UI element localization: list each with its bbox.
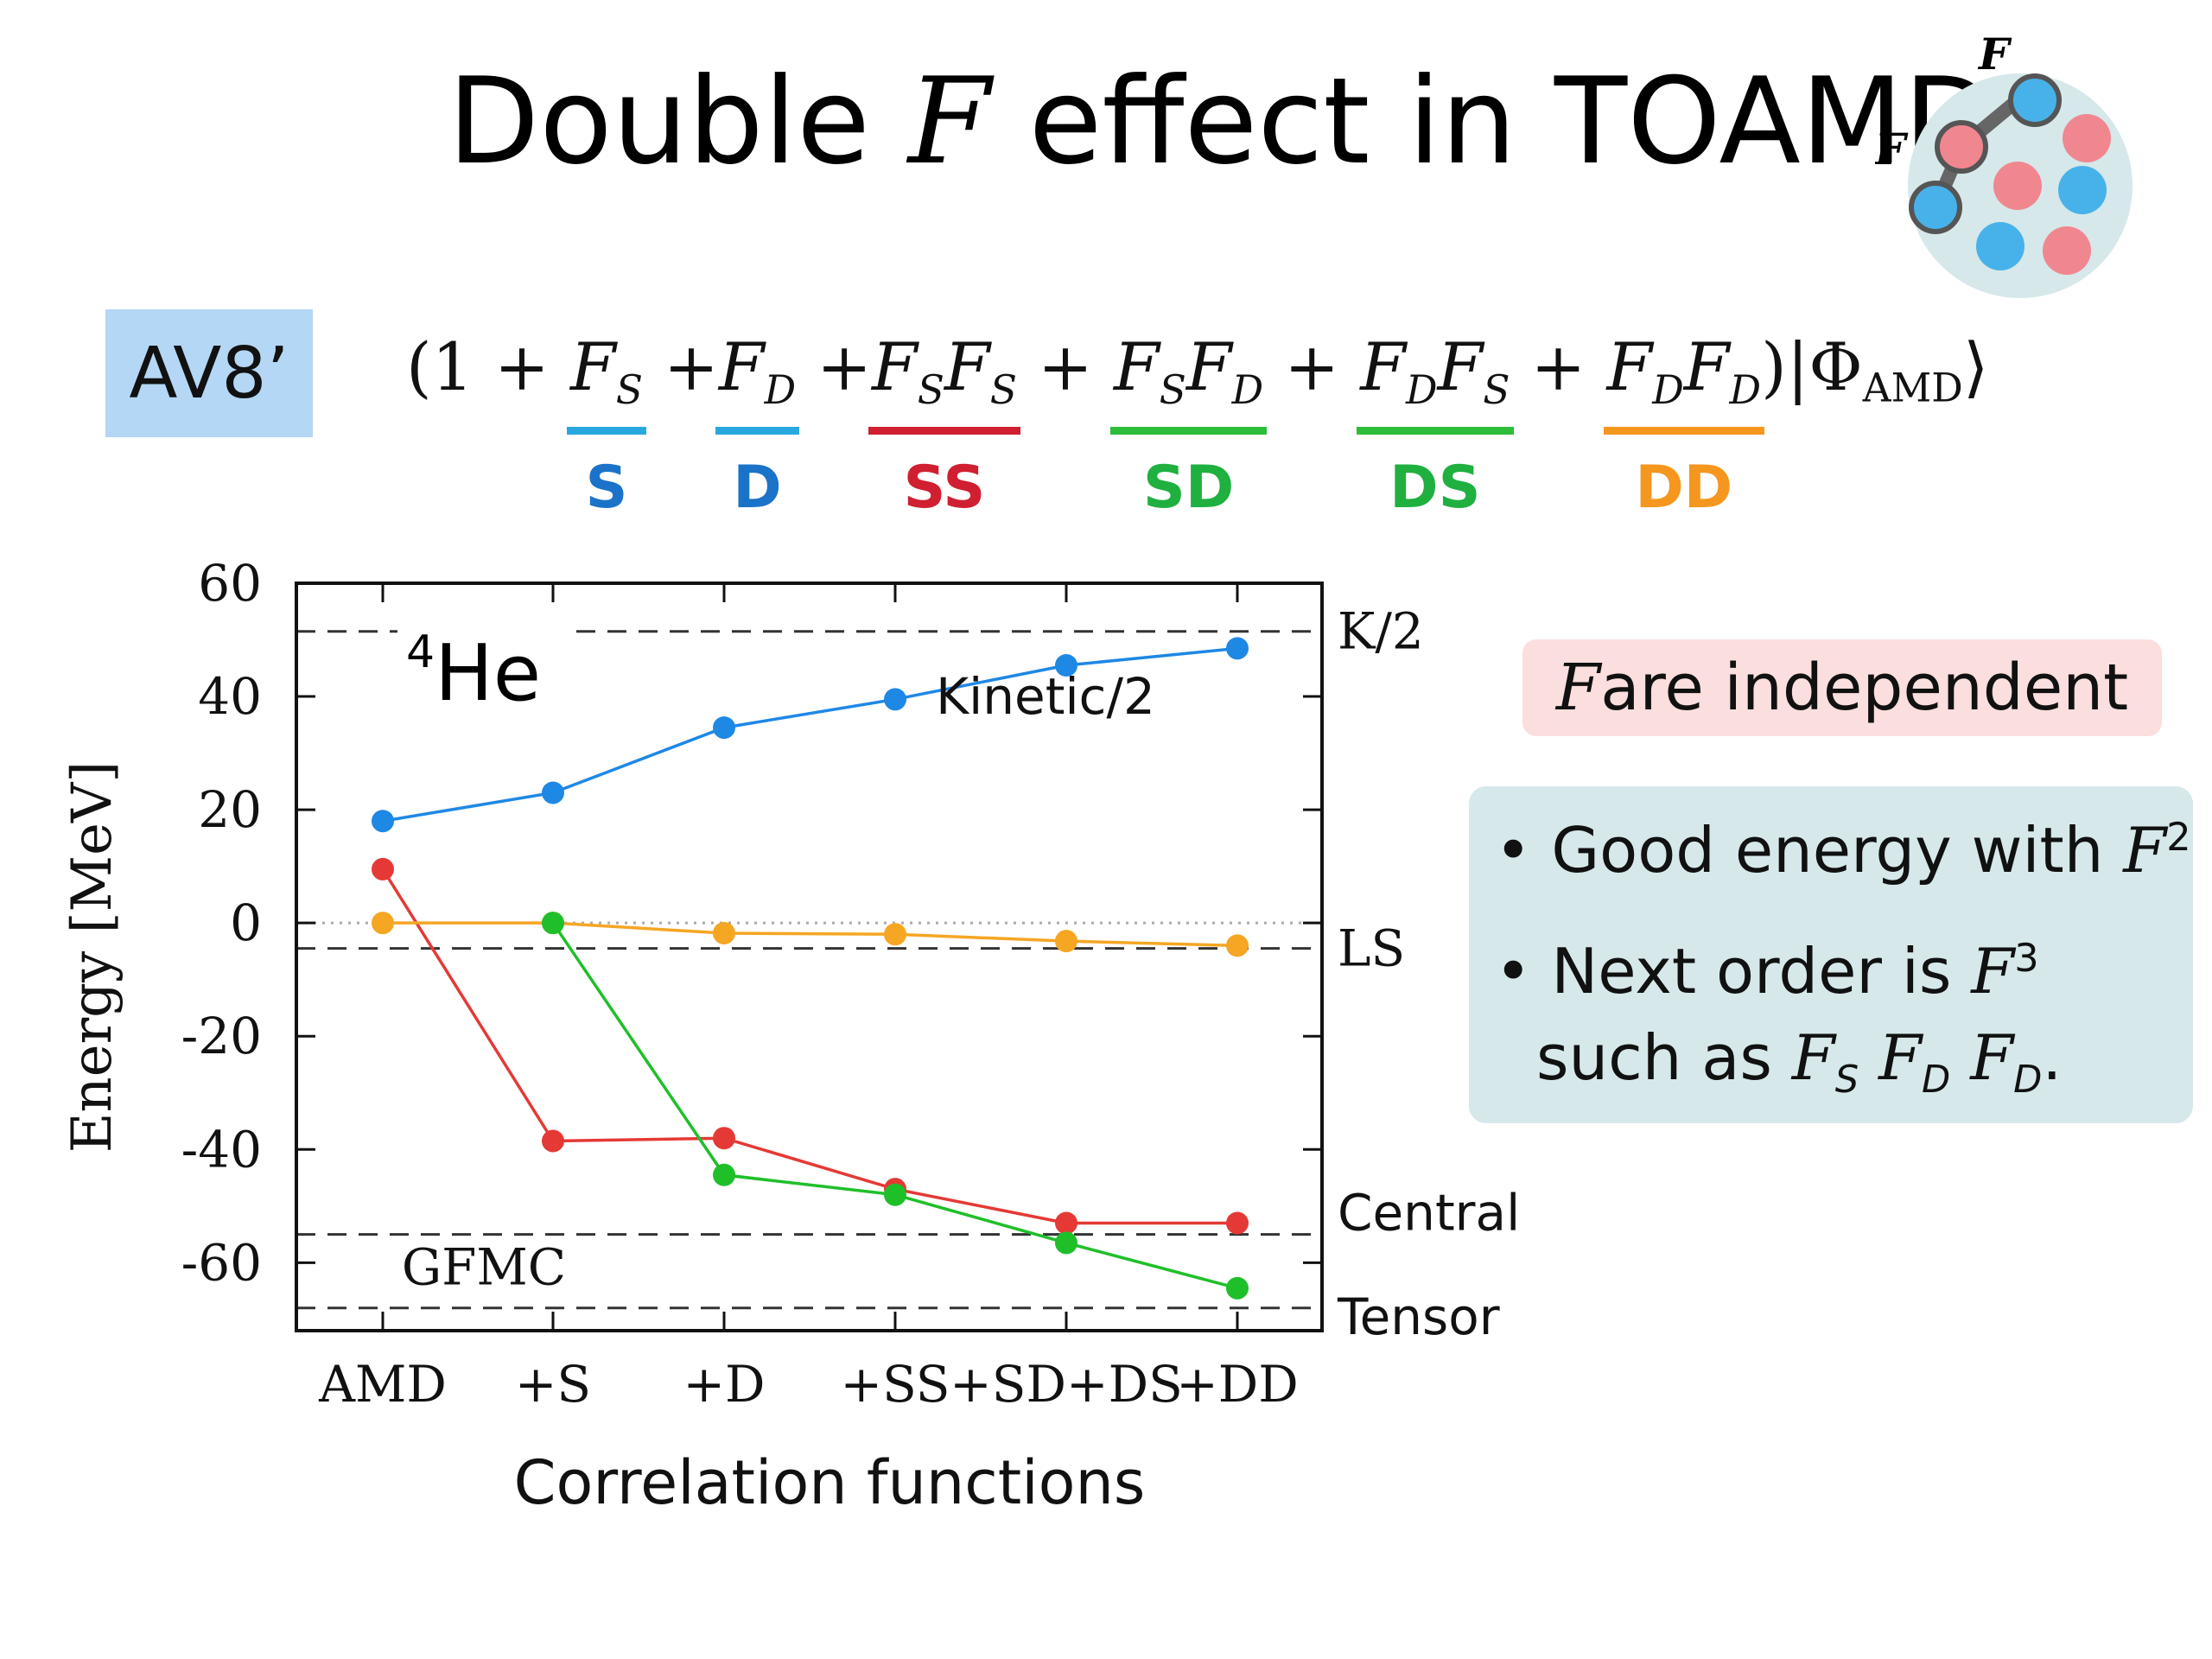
data-point xyxy=(1055,930,1077,953)
term-label: DD xyxy=(1635,454,1733,522)
reference-label: LS xyxy=(1338,919,1405,978)
nucleus-logo-icon: F F xyxy=(1875,35,2133,298)
term-label: D xyxy=(733,454,782,522)
logo-label-f1: F xyxy=(1977,35,2012,79)
bullet-good-energy: • Good energy with F2 xyxy=(1495,814,2191,887)
formula-term-5: FDFD xyxy=(1606,328,1762,413)
data-point xyxy=(1226,934,1249,957)
formula-sign: + xyxy=(1510,328,1607,405)
series-line-1 xyxy=(381,868,1237,1225)
term-underline xyxy=(868,427,1020,435)
x-tick-label: +SS xyxy=(840,1355,950,1414)
term-label: SS xyxy=(903,454,986,522)
term-underline xyxy=(1109,427,1268,435)
term-label: S xyxy=(585,454,628,522)
data-point xyxy=(884,923,906,946)
bullet-next-order: • Next order is F3 xyxy=(1495,935,2039,1007)
data-point xyxy=(542,912,564,935)
gfmc-label: GFMC xyxy=(402,1238,566,1297)
data-point xyxy=(1055,1211,1077,1235)
y-tick-label: 40 xyxy=(198,667,262,726)
data-point xyxy=(542,1129,564,1153)
data-point xyxy=(1226,1276,1249,1300)
logo-label-f2: F xyxy=(1875,124,1909,175)
x-tick-label: +SD+DS xyxy=(950,1355,1183,1414)
term-underline xyxy=(567,427,646,435)
formula-term-3: FSFD xyxy=(1113,328,1264,413)
bullet-box: • Good energy with F2 • Next order is F3… xyxy=(1469,786,2193,1123)
data-point xyxy=(884,1183,906,1206)
formula-term-4: FDFS xyxy=(1360,328,1510,413)
formula-term-1: FD xyxy=(718,328,797,413)
reference-label: Central xyxy=(1338,1184,1520,1243)
data-point xyxy=(713,716,735,740)
plot-frame xyxy=(295,582,1324,1332)
y-tick-label: -60 xyxy=(181,1233,262,1292)
term-underline xyxy=(715,427,800,435)
term-label: SD xyxy=(1142,454,1235,522)
data-point xyxy=(372,810,394,833)
x-tick-label: +D xyxy=(683,1355,765,1414)
data-point xyxy=(713,1163,735,1186)
y-tick-label: -20 xyxy=(181,1007,262,1065)
formula-sign: + xyxy=(1016,328,1114,405)
x-axis-label: Correlation functions xyxy=(514,1447,1146,1518)
data-point xyxy=(884,688,906,711)
data-point xyxy=(1055,654,1077,677)
formula-sign: + xyxy=(1263,328,1361,405)
y-tick-label: 0 xyxy=(230,893,262,952)
formula-sign: + xyxy=(642,328,719,405)
data-point xyxy=(542,781,564,804)
formula-term-0: FS xyxy=(570,328,643,413)
y-tick-label: 20 xyxy=(198,780,262,839)
data-point xyxy=(1055,1231,1077,1255)
y-tick-label: -40 xyxy=(181,1120,262,1179)
data-point xyxy=(372,912,394,935)
x-tick-label: +DD xyxy=(1176,1355,1299,1414)
reference-label: Tensor xyxy=(1337,1287,1500,1346)
bullet-next-order-example: such as FS FD FD. xyxy=(1536,1021,2063,1103)
nucleus-label-bg xyxy=(397,613,575,717)
interaction-badge: AV8’ xyxy=(105,309,313,437)
x-tick-label: +S xyxy=(515,1355,591,1414)
formula-term-2: FSFS xyxy=(871,328,1017,413)
series-line-0 xyxy=(382,646,1238,823)
term-underline xyxy=(1603,427,1765,435)
data-point xyxy=(1226,637,1249,660)
formula-sign: + xyxy=(796,328,872,405)
reference-label: K/2 xyxy=(1338,602,1424,661)
data-point xyxy=(713,921,735,944)
series-line-2 xyxy=(383,921,1238,948)
energy-chart: 60 40 20 0 -20 -40 -60 AMD +S +D +SS +SD+DS+DD Corre… xyxy=(60,554,1520,1518)
data-point xyxy=(713,1127,735,1150)
nucleus-label: 4He xyxy=(406,626,541,719)
data-point xyxy=(1226,1211,1249,1235)
data-point xyxy=(372,857,394,880)
independence-note: F are independent xyxy=(1522,639,2162,736)
x-tick-label: AMD xyxy=(318,1355,447,1414)
term-label: DS xyxy=(1389,454,1481,522)
y-axis-label: Energy [MeV] xyxy=(60,761,124,1153)
term-underline xyxy=(1357,427,1514,435)
correlation-formula: (1 + FS +FD +FSFS + FSFD + FDFS + FDFD)|… xyxy=(406,328,1989,413)
title-f-symbol: F xyxy=(907,52,991,191)
y-tick-label: 60 xyxy=(198,554,262,613)
series-label: Kinetic/2 xyxy=(936,667,1155,726)
